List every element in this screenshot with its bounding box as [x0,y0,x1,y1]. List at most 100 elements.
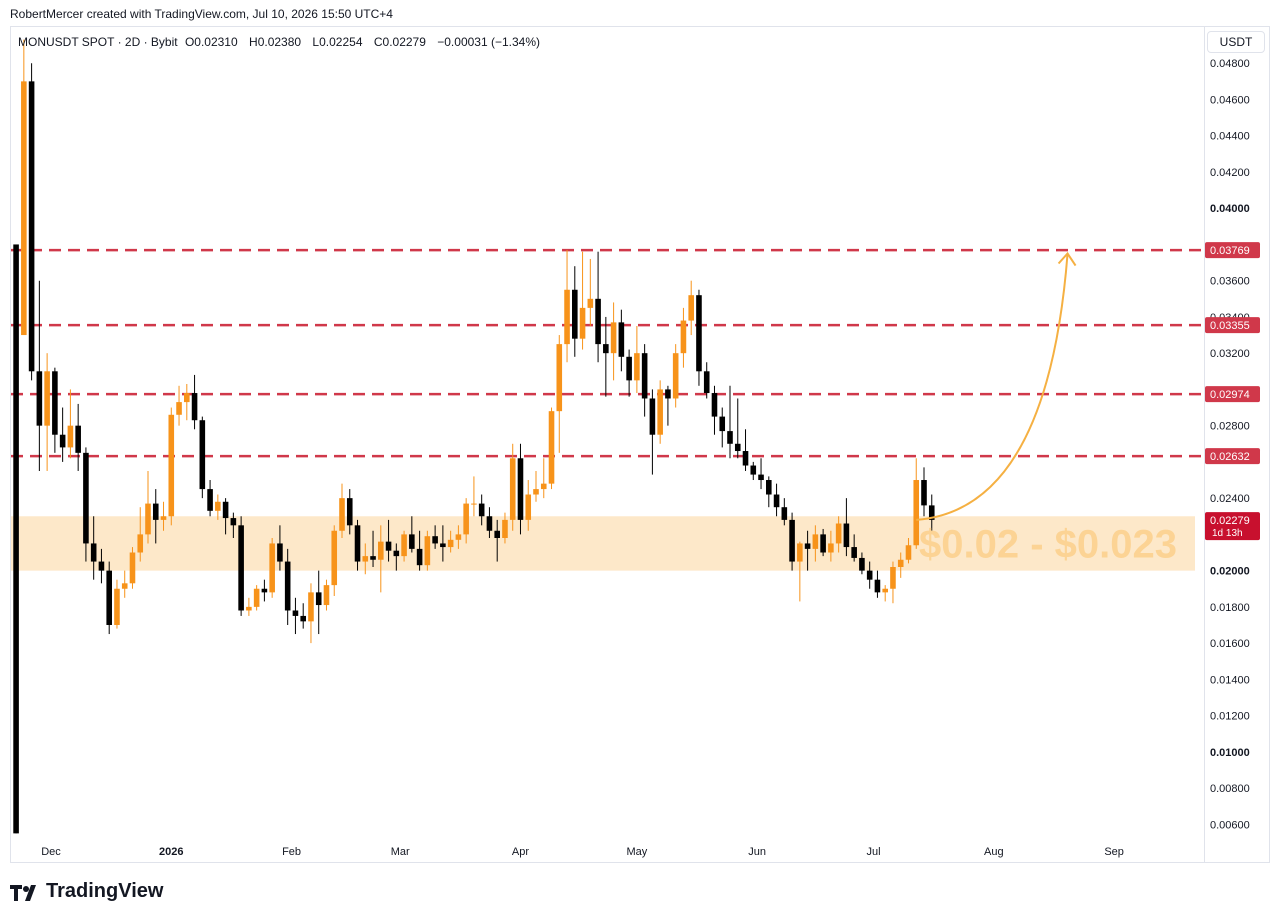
candle-body [308,592,314,622]
candle-body [727,431,733,444]
candle-body [905,545,912,560]
candle-body [346,498,353,526]
candle-body [797,543,803,562]
time-tick-label: Sep [1104,846,1124,858]
candle-body [83,452,89,544]
price-tick-label: 0.03200 [1210,348,1250,360]
candle-body [137,534,144,553]
tradingview-logo[interactable]: TradingView [10,880,163,903]
candle-body [781,507,788,520]
candle-body [897,559,904,567]
candle-body [734,443,741,452]
candle-body [703,371,710,394]
candle-body [773,494,780,508]
candle-body [603,344,609,354]
candle-body [572,289,578,339]
candle-body [416,548,423,566]
projection-arrowhead [1057,251,1077,267]
candle-body [354,525,361,562]
candle-body [859,557,865,571]
candle-body [13,244,19,834]
candle-body [812,534,819,549]
candle-body [331,530,338,586]
candle-body [525,494,532,520]
resistance-price-tag [1205,386,1260,403]
price-tick-label: 0.00600 [1210,819,1250,831]
tradingview-logo-icon [10,884,36,901]
time-tick-label: Aug [984,846,1004,858]
candle-body [238,525,244,611]
price-tick-label: 0.02800 [1210,421,1250,433]
candle-body [253,588,260,607]
candle-body [160,516,167,520]
candle-body [370,556,376,560]
candle-body [921,480,927,506]
candle-body [440,543,446,548]
price-tick-label: 0.04000 [1210,203,1250,215]
currency-button[interactable]: USDT [1207,31,1265,53]
candle-body [665,389,671,399]
candle-body [401,534,407,557]
price-axis-pane[interactable] [1205,26,1270,863]
price-tick-label: 0.01400 [1210,674,1250,686]
candle-body [28,81,35,372]
candle-body [246,606,252,611]
candle-body [494,530,500,539]
current-price-label: 0.02279 [1210,515,1250,527]
candle-body [230,518,237,526]
candle-body [292,610,299,616]
candle-body [517,458,524,520]
candle-body [129,552,136,584]
candle-body [828,543,834,553]
attribution-text: RobertMercer created with TradingView.co… [10,7,393,21]
candle-body [168,414,175,517]
candle-body [649,398,656,435]
close-label: C [373,35,383,49]
candle-body [67,425,74,448]
candle-body [59,434,66,448]
candle-body [36,371,43,426]
candle-body [680,320,687,354]
time-tick-label: Dec [41,846,61,858]
candle-body [657,389,663,435]
candle-body [339,498,345,531]
candle-body [106,570,112,625]
candle-body [672,353,679,399]
candle-body [618,322,625,357]
bar-countdown-label: 1d 13h [1212,528,1243,539]
price-tick-label: 0.02000 [1210,566,1250,578]
candle-body [215,501,221,511]
resistance-price-tag [1205,317,1260,334]
candle-body [432,536,438,544]
resistance-price-tag-label: 0.02974 [1210,389,1250,401]
candle-body [766,480,772,495]
ohlc-low: L0.02254 [312,35,366,49]
chart-pane[interactable] [10,26,1205,863]
low-label: L [312,35,320,49]
candle-body [199,420,206,490]
candle-body [114,588,120,625]
candle-body [804,543,811,549]
time-tick-label: May [626,846,647,858]
candle-body [44,371,50,426]
candle-body [928,505,935,520]
candle-body [556,344,563,412]
candle-body [750,465,757,475]
time-tick-label: Jun [748,846,766,858]
symbol-name[interactable]: MONUSDT SPOT · 2D · Bybit [18,35,178,49]
candle-body [688,295,694,321]
price-change: −0.00031 (−1.34%) [437,35,540,49]
resistance-price-tag-label: 0.02632 [1210,451,1250,463]
time-tick-label: 2026 [159,846,183,858]
brand-name: TradingView [46,880,164,902]
candle-body [284,561,291,611]
candle-body [595,298,601,345]
resistance-price-tag [1205,242,1260,259]
candle-body [641,353,648,399]
candles-group [13,39,935,834]
candle-body [890,567,896,589]
candle-body [579,307,586,339]
ohlc-high: H0.02380 [249,35,305,49]
candle-body [843,523,850,548]
